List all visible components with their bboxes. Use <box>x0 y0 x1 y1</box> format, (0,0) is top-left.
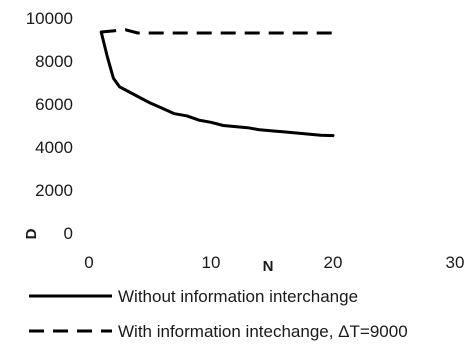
plot-area <box>99 28 335 138</box>
series-line-with-interchange <box>101 28 333 35</box>
x-tick-label: 10 <box>202 253 221 272</box>
y-axis-ticks: 0 2000 4000 6000 8000 10000 <box>26 9 73 243</box>
y-tick-label: 8000 <box>35 52 73 71</box>
legend-label: Without information interchange <box>118 287 358 306</box>
x-axis-ticks: 0 10 20 30 <box>84 253 464 272</box>
legend-label: With information intechange, ΔT=9000 <box>118 322 408 341</box>
x-tick-label: 30 <box>446 253 465 272</box>
y-axis-label: D <box>23 228 40 239</box>
x-tick-label: 20 <box>324 253 343 272</box>
y-tick-label: 0 <box>64 224 73 243</box>
series-line-without-interchange <box>99 30 335 138</box>
x-axis-label: N <box>263 258 274 275</box>
y-tick-label: 2000 <box>35 181 73 200</box>
y-tick-label: 10000 <box>26 9 73 28</box>
y-tick-label: 4000 <box>35 138 73 157</box>
legend: Without information interchange With info… <box>29 287 408 341</box>
y-tick-label: 6000 <box>35 95 73 114</box>
x-tick-label: 0 <box>84 253 93 272</box>
